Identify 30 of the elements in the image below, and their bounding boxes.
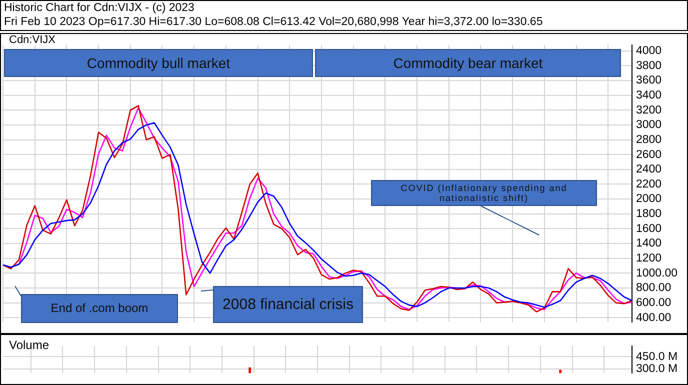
annotation: Cdn:VIJX (9, 34, 56, 46)
y-tick-label: 3200 (636, 104, 662, 116)
y-tick-label: 800.00 (636, 282, 672, 294)
callout-box: COVID (Inflationary spending and nationalistic shift) (371, 180, 597, 206)
y-tick-label: 1800 (636, 208, 662, 220)
y-tick-label: 1200 (636, 252, 662, 265)
y-tick-label: 1600 (636, 222, 662, 235)
callout-box: 2008 financial crisis (213, 286, 363, 323)
y-tick-label: 3000 (636, 119, 662, 132)
y-tick-label: 600.00 (636, 297, 672, 309)
chart-title: Volume (9, 338, 50, 352)
chart-subtitle: Fri Feb 10 2023 Op=617.30 Hi=617.30 Lo=608.08 Cl=613.42 Vol=20,680,998 Year hi=3,372.00 lo=330.65 (4, 15, 544, 29)
callout-box: Commodity bear market (315, 49, 621, 77)
y-tick-label: 450.0 M (636, 350, 678, 363)
y-tick-label: 1400 (636, 238, 662, 250)
y-tick-label: 3400 (636, 89, 662, 102)
y-tick-label: 2000 (636, 193, 662, 206)
y-tick-label: 2800 (636, 134, 662, 146)
y-tick-label: 4000 (636, 45, 662, 57)
y-tick-label: 2600 (636, 148, 662, 161)
y-tick-label: 300.0 M (636, 363, 678, 376)
chart-title: Historic Chart for Cdn:VIJX - (c) 2023 (4, 1, 196, 15)
callout-box: Commodity bull market (4, 49, 313, 77)
callout-box: End of .com boom (21, 294, 178, 323)
y-tick-label: 2200 (636, 178, 662, 190)
y-tick-label: 3800 (636, 60, 662, 72)
y-tick-label: 3600 (636, 74, 662, 87)
y-tick-label: 400.00 (636, 312, 672, 324)
y-tick-label: 2400 (636, 164, 662, 176)
y-tick-label: 1000.00 (636, 267, 678, 280)
